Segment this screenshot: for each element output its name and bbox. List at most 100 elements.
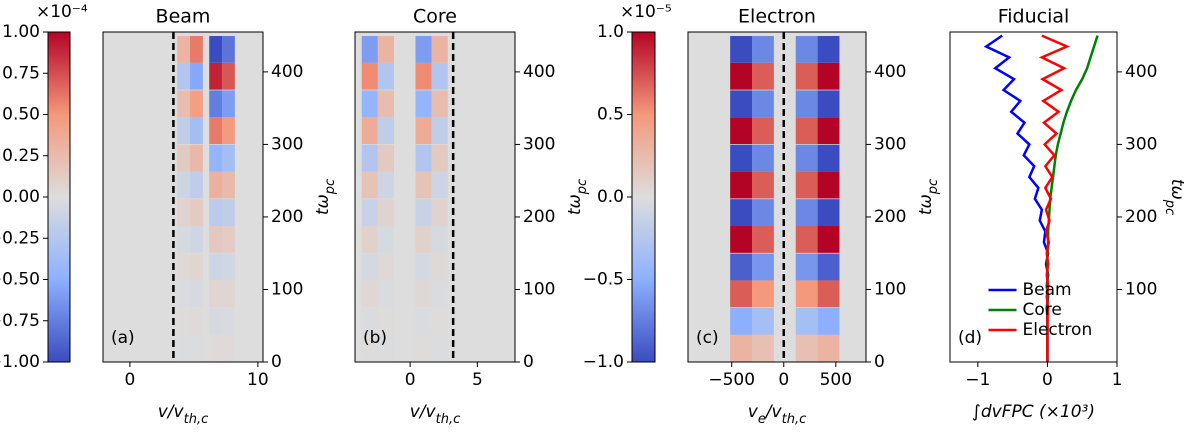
heatmap-cell bbox=[415, 334, 432, 362]
heatmap-cell bbox=[431, 307, 448, 335]
heatmap-cell bbox=[361, 144, 378, 172]
legend-label: Beam bbox=[1023, 280, 1072, 300]
y-tick-label: 400 bbox=[523, 62, 555, 82]
heatmap-cell bbox=[817, 199, 840, 227]
heatmap-cell bbox=[177, 226, 191, 253]
heatmap-cell bbox=[795, 171, 818, 199]
heatmap-cell bbox=[177, 199, 191, 227]
y-axis-label-part: tω bbox=[916, 194, 936, 215]
x-tick-label: 10 bbox=[247, 370, 269, 390]
heatmap-cell bbox=[222, 171, 235, 199]
colorbar-tick-label: −0.50 bbox=[0, 270, 40, 290]
heatmap-cell bbox=[377, 253, 394, 281]
heatmap-cell bbox=[209, 280, 223, 308]
heatmap-cell bbox=[177, 144, 191, 172]
x-tick-label: 5 bbox=[472, 370, 483, 390]
heatmap-cell bbox=[415, 199, 432, 227]
heatmap-cell bbox=[817, 226, 840, 253]
heatmap-cell bbox=[209, 90, 223, 118]
heatmap-cell bbox=[795, 117, 818, 145]
heatmap-cell bbox=[177, 280, 191, 308]
heatmap-cell bbox=[361, 90, 378, 118]
y-axis-label-part: pc bbox=[1162, 199, 1177, 215]
heatmap-cell bbox=[415, 226, 432, 253]
colorbar-tick-label: −0.5 bbox=[583, 270, 624, 290]
y-tick-label: 300 bbox=[271, 134, 303, 154]
frame bbox=[354, 31, 516, 363]
heatmap-cell bbox=[377, 62, 394, 90]
heatmap-cell bbox=[431, 90, 448, 118]
heatmap-cell bbox=[190, 307, 203, 335]
heatmap-cell bbox=[431, 253, 448, 281]
x-tick-label: 0 bbox=[405, 370, 416, 390]
heatmap-cell bbox=[361, 62, 378, 90]
heatmap-cell bbox=[752, 117, 774, 145]
heatmap-cell bbox=[415, 90, 432, 118]
heatmap-cell bbox=[730, 117, 753, 145]
heatmap-cell bbox=[190, 226, 203, 253]
x-tick-label: 0 bbox=[778, 370, 789, 390]
heatmap-cell bbox=[817, 280, 840, 308]
heatmap-cell bbox=[190, 280, 203, 308]
x-tick-label: −1 bbox=[965, 370, 990, 390]
heatmap-cell bbox=[209, 334, 223, 362]
frame bbox=[687, 31, 867, 363]
heatmap-cell bbox=[795, 90, 818, 118]
x-tick-label: 0 bbox=[1042, 370, 1053, 390]
heatmap-cell bbox=[795, 144, 818, 172]
heatmap-cell bbox=[730, 144, 753, 172]
heatmap-cell bbox=[415, 280, 432, 308]
frame bbox=[949, 31, 1118, 363]
colorbar-tick-label: 0.75 bbox=[2, 63, 40, 83]
colorbar-offset: ×10⁻⁴ bbox=[36, 2, 88, 22]
heatmap-cell bbox=[752, 35, 774, 63]
heatmap-cell bbox=[361, 226, 378, 253]
heatmap-cell bbox=[361, 35, 378, 63]
heatmap-cell bbox=[817, 253, 840, 281]
heatmap-cell bbox=[177, 62, 191, 90]
colorbar-tick-label: 1.0 bbox=[597, 22, 624, 42]
heatmap-cell bbox=[361, 171, 378, 199]
data-line bbox=[1038, 34, 1071, 362]
heatmap-cell bbox=[730, 90, 753, 118]
heatmap-cell bbox=[752, 144, 774, 172]
heatmap-cell bbox=[415, 35, 432, 63]
heatmap-cell bbox=[209, 307, 223, 335]
heatmap-cell bbox=[795, 280, 818, 308]
colorbar-offset: ×10⁻⁵ bbox=[620, 2, 672, 22]
x-tick-label: 1 bbox=[1112, 370, 1123, 390]
heatmap-cell bbox=[730, 280, 753, 308]
heatmap-cell bbox=[377, 90, 394, 118]
heatmap-cell bbox=[222, 199, 235, 227]
heatmap-cell bbox=[730, 307, 753, 335]
heatmap-cell bbox=[190, 171, 203, 199]
colorbar-tick-label: −0.75 bbox=[0, 311, 40, 331]
heatmap-cell bbox=[415, 307, 432, 335]
y-axis-label: tωpc bbox=[916, 179, 941, 215]
heatmap-cell bbox=[817, 307, 840, 335]
heatmap-cell bbox=[190, 199, 203, 227]
x-axis-label: v/vth,c bbox=[410, 402, 460, 427]
panel-title: Beam bbox=[156, 6, 211, 28]
heatmap-cell bbox=[209, 35, 223, 63]
heatmap-cell bbox=[222, 280, 235, 308]
heatmap-cell bbox=[222, 226, 235, 253]
heatmap-cell bbox=[377, 117, 394, 145]
colorbar-tick-label: 0.25 bbox=[2, 146, 40, 166]
heatmap-cell bbox=[377, 144, 394, 172]
y-axis-label-part: tω bbox=[1167, 179, 1187, 200]
heatmap-cell bbox=[190, 253, 203, 281]
y-tick-label: 0 bbox=[523, 352, 534, 372]
colorbar-tick-label: −0.25 bbox=[0, 228, 40, 248]
x-axis-label-part: v/v bbox=[158, 402, 185, 422]
heatmap-cell bbox=[209, 171, 223, 199]
heatmap-cell bbox=[817, 117, 840, 145]
y-tick-label: 400 bbox=[271, 62, 303, 82]
heatmap-cell bbox=[752, 171, 774, 199]
x-axis-label-part: ∫dvFPC (×10³) bbox=[972, 402, 1095, 422]
x-tick-label: −500 bbox=[708, 370, 755, 390]
panel-label: (a) bbox=[111, 328, 135, 348]
heatmap-cell bbox=[752, 199, 774, 227]
heatmap-cell bbox=[752, 307, 774, 335]
